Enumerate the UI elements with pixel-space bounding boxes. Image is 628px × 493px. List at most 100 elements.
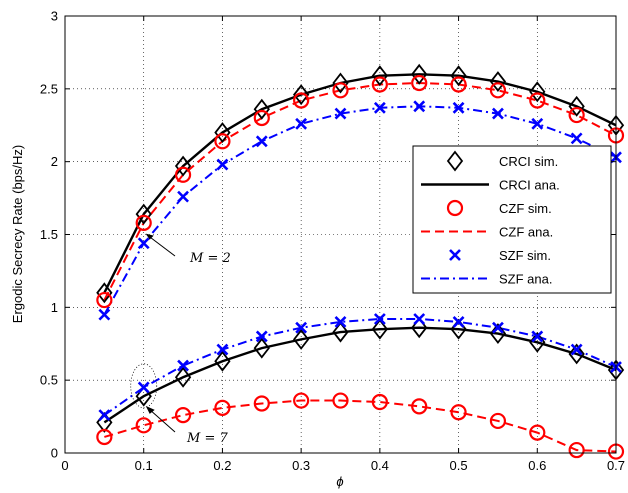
data-point-czfsim xyxy=(411,398,428,415)
y-tick-label: 0.5 xyxy=(40,373,58,388)
data-point-crcisim xyxy=(371,65,388,87)
data-point-crcisim xyxy=(253,98,270,120)
legend-label: SZF ana. xyxy=(499,272,552,287)
data-point-czfsim xyxy=(568,106,585,124)
data-point-szfsim xyxy=(98,409,111,422)
data-point-szfsim xyxy=(373,101,386,114)
data-point-szfsim xyxy=(334,107,347,120)
data-point-crcisim xyxy=(568,343,585,365)
x-tick-label: 0.6 xyxy=(528,458,546,473)
data-point-czfsim xyxy=(135,214,152,231)
series-line-szfana-m7 xyxy=(103,317,617,416)
annotation-ellipse xyxy=(130,363,158,409)
data-point-crcisim xyxy=(489,71,507,93)
data-point-szfsim xyxy=(137,237,150,250)
data-point-crcisim xyxy=(411,63,428,85)
legend-marker-circle xyxy=(446,199,464,217)
data-point-szfsim xyxy=(137,381,150,394)
data-point-crcisim xyxy=(96,282,113,304)
data-point-czfsim xyxy=(96,291,113,309)
y-tick-label: 3 xyxy=(51,9,58,24)
annotation-m2: M = 2 xyxy=(189,251,231,266)
legend-label: CRCI sim. xyxy=(499,154,558,169)
data-point-szfsim xyxy=(492,321,504,334)
legend-label: SZF sim. xyxy=(499,248,551,263)
data-point-czfsim xyxy=(489,412,507,430)
data-point-czfsim xyxy=(214,133,231,150)
data-point-szfsim xyxy=(334,315,347,328)
data-point-szfsim xyxy=(531,117,544,130)
data-point-szfsim xyxy=(255,135,268,148)
annotation-arrow xyxy=(146,234,176,257)
data-point-szfsim xyxy=(492,107,504,120)
data-point-szfsim xyxy=(255,330,268,343)
data-point-szfsim xyxy=(295,117,308,130)
annotation-arrowhead xyxy=(145,405,155,414)
data-point-crcisim xyxy=(529,81,546,103)
legend-label: CZF sim. xyxy=(499,201,552,216)
data-point-szfsim xyxy=(413,313,426,325)
data-point-crcisim xyxy=(214,122,231,143)
x-tick-label: 0.3 xyxy=(292,458,310,473)
data-point-szfsim xyxy=(216,158,229,171)
data-point-szfsim xyxy=(216,343,229,356)
data-point-szfsim xyxy=(295,321,308,334)
data-point-szfsim xyxy=(98,308,111,321)
data-point-czfsim xyxy=(529,92,546,109)
legend-marker-diamond xyxy=(446,150,464,172)
legend-marker-cross xyxy=(449,249,461,261)
data-point-czfsim xyxy=(253,395,270,412)
data-point-crcisim xyxy=(253,337,270,359)
data-point-szfsim xyxy=(531,330,544,343)
data-point-crcisim xyxy=(450,65,467,87)
data-point-czfsim xyxy=(371,393,388,411)
data-point-czfsim xyxy=(293,392,310,409)
y-tick-label: 1 xyxy=(51,300,58,315)
data-point-szfsim xyxy=(452,315,465,328)
y-tick-label: 2.5 xyxy=(40,81,58,96)
data-point-czfsim xyxy=(529,424,546,441)
data-point-czfsim xyxy=(135,417,152,434)
data-point-crcisim xyxy=(568,95,585,117)
data-point-czfsim xyxy=(332,82,349,99)
y-tick-label: 1.5 xyxy=(40,227,58,242)
x-tick-label: 0.4 xyxy=(371,458,389,473)
data-point-szfsim xyxy=(452,101,465,114)
data-point-czfsim xyxy=(253,109,270,127)
series-layer xyxy=(96,63,625,460)
data-point-szfsim xyxy=(177,359,189,372)
data-point-czfsim xyxy=(214,399,231,416)
legend: CRCI sim. CRCI ana. CZF sim. CZF ana. SZF si… xyxy=(412,145,612,294)
data-point-czfsim xyxy=(371,76,388,93)
data-point-czfsim xyxy=(450,404,467,421)
annotation-layer: M = 2 M = 7 xyxy=(130,233,231,446)
series-line-szfana-m2 xyxy=(103,105,617,316)
x-tick-label: 0.2 xyxy=(213,458,231,473)
y-tick-label: 0 xyxy=(51,446,58,461)
data-point-czfsim xyxy=(450,76,467,93)
data-point-crcisim xyxy=(489,323,507,345)
ticks: 0 0.1 0.2 0.3 0.4 0.5 0.6 0.7 0 0.5 1 1.5 2 2.5 3 xyxy=(40,9,625,474)
data-point-czfsim xyxy=(568,441,585,459)
data-point-czfsim xyxy=(174,407,192,424)
data-point-szfsim xyxy=(177,190,189,203)
x-tick-label: 0 xyxy=(61,458,68,473)
x-tick-label: 0.7 xyxy=(607,458,625,473)
x-tick-label: 0.5 xyxy=(450,458,468,473)
data-point-szfsim xyxy=(373,313,386,325)
annotation-m7: M = 7 xyxy=(186,431,228,446)
legend-label: CZF ana. xyxy=(499,225,553,240)
y-axis-label: Ergodic Secrecy Rate (bps/Hz) xyxy=(10,145,25,323)
data-point-crcisim xyxy=(174,366,192,388)
data-point-crcisim xyxy=(411,317,428,339)
data-point-crcisim xyxy=(135,203,152,225)
grid xyxy=(65,16,616,453)
data-point-crcisim xyxy=(174,155,192,177)
annotation-arrowhead xyxy=(145,233,154,240)
data-point-czfsim xyxy=(411,74,428,92)
data-point-czfsim xyxy=(489,82,507,99)
x-axis-label: ϕ xyxy=(336,474,343,489)
x-tick-label: 0.1 xyxy=(135,458,153,473)
data-point-crcisim xyxy=(214,350,231,372)
